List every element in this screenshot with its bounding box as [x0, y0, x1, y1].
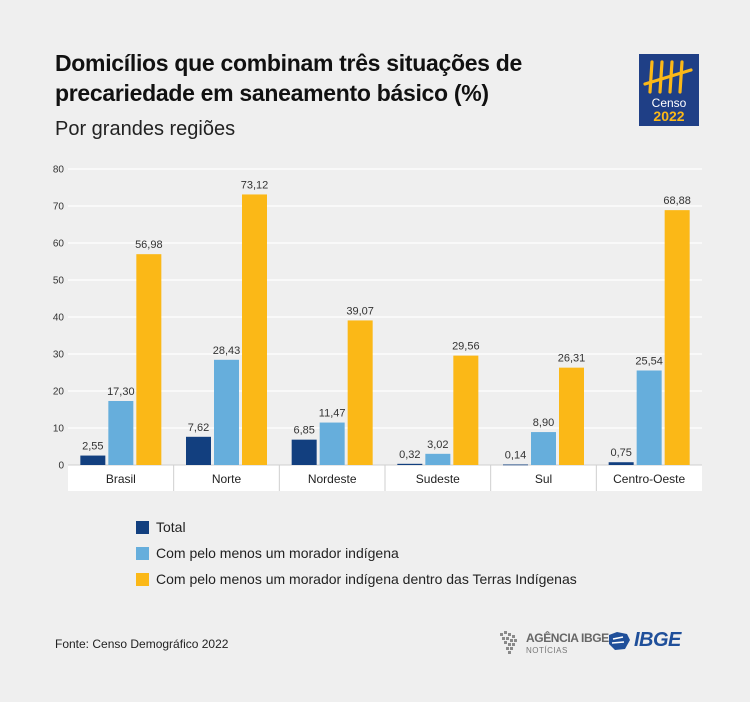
bar — [347, 320, 373, 465]
agencia-subtitle: NOTÍCIAS — [526, 646, 568, 655]
legend-item-terras: Com pelo menos um morador indígena dentr… — [136, 566, 577, 592]
legend-label-indigena: Com pelo menos um morador indígena — [156, 545, 399, 561]
grid-layer — [68, 168, 702, 491]
bar — [319, 422, 345, 465]
y-tick-label: 30 — [53, 350, 65, 361]
legend-swatch-terras — [136, 572, 149, 586]
value-label: 11,47 — [319, 408, 346, 420]
value-label: 68,88 — [663, 195, 691, 207]
chart-subtitle: Por grandes regiões — [55, 118, 236, 140]
bar — [242, 194, 267, 465]
y-tick-label: 20 — [53, 387, 65, 398]
ibge-map-icon — [609, 632, 630, 650]
bar — [108, 400, 134, 465]
value-label: 56,98 — [135, 239, 163, 251]
category-label: Nordeste — [308, 472, 357, 486]
legend-label-terras: Com pelo menos um morador indígena dentr… — [156, 571, 577, 587]
value-label: 8,90 — [533, 417, 554, 429]
value-label: 26,31 — [558, 353, 586, 365]
ibge-logo: IBGE — [606, 629, 701, 652]
legend-item-indigena: Com pelo menos um morador indígena — [136, 540, 577, 566]
y-tick-label: 10 — [53, 424, 65, 435]
value-label: 7,62 — [188, 422, 209, 434]
legend-item-total: Total — [136, 514, 577, 540]
category-label: Centro-Oeste — [613, 472, 685, 486]
bar — [397, 463, 423, 465]
bar — [559, 367, 584, 465]
value-label: 17,30 — [107, 386, 135, 398]
censo-tally-icon: Censo 2022 — [643, 60, 693, 124]
category-label: Sudeste — [416, 472, 460, 486]
bar — [80, 455, 106, 465]
ibge-wordmark: IBGE — [634, 629, 681, 651]
value-label: 2,55 — [82, 441, 103, 453]
bar-layer — [80, 194, 690, 466]
censo-logo-line1: Censo — [652, 96, 687, 110]
chart-legend: Total Com pelo menos um morador indígena… — [136, 514, 577, 592]
agencia-ibge-logo: AGÊNCIA IBGE NOTÍCIAS — [498, 627, 609, 657]
y-tick-label: 0 — [58, 461, 64, 472]
y-tick-label: 80 — [53, 165, 65, 176]
agencia-title: AGÊNCIA IBGE — [526, 631, 609, 645]
bar — [214, 359, 239, 465]
value-label: 39,07 — [346, 305, 374, 317]
chart-title: Domicílios que combinam três situações d… — [55, 50, 523, 106]
y-tick-label: 50 — [53, 276, 65, 287]
bar — [664, 210, 690, 465]
legend-swatch-total — [136, 520, 149, 534]
bar — [425, 453, 451, 465]
value-label: 0,75 — [610, 447, 631, 459]
bar — [136, 254, 162, 465]
value-label: 0,14 — [505, 449, 526, 461]
bar — [453, 355, 479, 465]
category-label: Sul — [535, 472, 552, 486]
y-tick-label: 40 — [53, 313, 65, 324]
legend-label-total: Total — [156, 519, 186, 535]
bar — [186, 436, 211, 465]
label-layer: 0 10 20 30 40 50 60 70 80 2,55 17,30 56,98 Brasil 7,6… — [53, 165, 691, 487]
bar — [608, 462, 634, 465]
category-label: Brasil — [106, 472, 136, 486]
value-label: 6,85 — [293, 425, 314, 437]
value-label: 3,02 — [427, 439, 448, 451]
agencia-map-icon — [500, 631, 517, 654]
value-label: 25,54 — [635, 356, 663, 368]
y-tick-label: 60 — [53, 239, 65, 250]
bar — [503, 464, 528, 466]
bar — [291, 439, 317, 465]
value-label: 0,32 — [399, 449, 420, 461]
bar — [531, 432, 556, 465]
bar — [636, 370, 662, 465]
source-note: Fonte: Censo Demográfico 2022 — [55, 637, 229, 651]
legend-swatch-indigena — [136, 546, 149, 560]
value-label: 73,12 — [241, 179, 269, 191]
censo-2022-logo: Censo 2022 — [639, 54, 699, 126]
censo-logo-line2: 2022 — [653, 108, 684, 124]
category-label: Norte — [212, 472, 242, 486]
value-label: 28,43 — [213, 345, 241, 357]
y-tick-label: 70 — [53, 202, 65, 213]
value-label: 29,56 — [452, 341, 480, 353]
